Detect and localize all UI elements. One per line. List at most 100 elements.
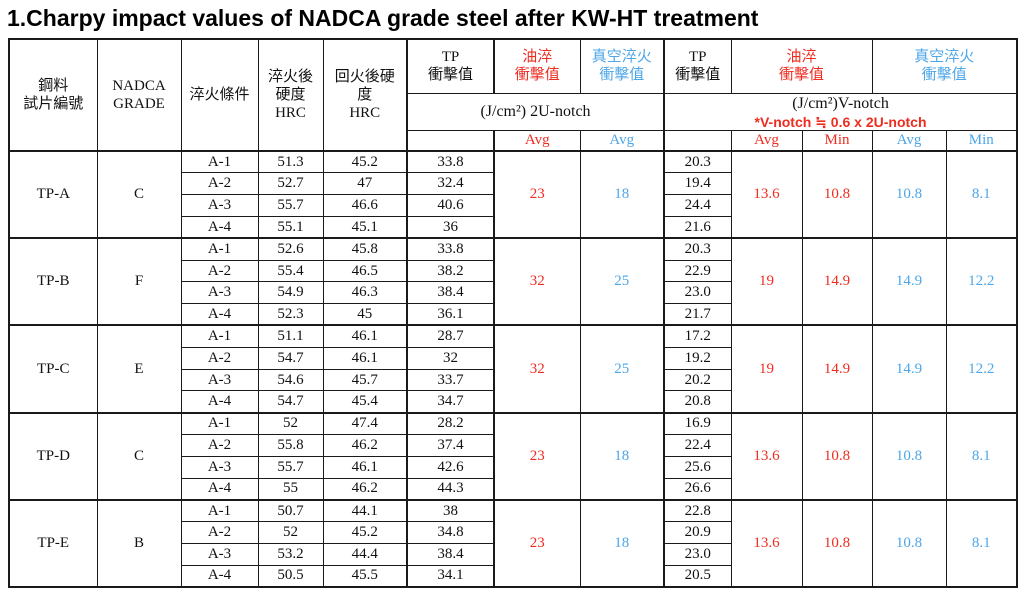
subheader-vac-v-min: Min (945, 130, 1018, 152)
hrc-after-temper-cell: 45.4 (322, 390, 408, 414)
subheader-vac-2u-avg: Avg (579, 130, 665, 152)
tp-v-impact-cell: 22.9 (663, 259, 732, 283)
hrc-after-temper-cell: 46.1 (322, 324, 408, 348)
v-notch-unit-text: (J/cm²)V-notch (792, 94, 889, 112)
tp-v-impact-cell: 20.5 (663, 564, 732, 588)
quench-condition-cell: A-4 (180, 303, 259, 326)
vac-v-min-cell: 8.1 (945, 498, 1018, 588)
specimen-id-cell: TP-B (8, 237, 98, 326)
tp-v-impact-cell: 23.0 (663, 542, 732, 566)
oil-v-min-cell: 10.8 (801, 411, 873, 501)
quench-condition-cell: A-3 (180, 455, 259, 479)
header-oil-impact-2u: 油淬 衝擊值 (493, 38, 581, 94)
quench-condition-cell: A-4 (180, 477, 259, 501)
hrc-after-temper-cell: 46.5 (322, 259, 408, 283)
oil-v-avg-cell: 13.6 (730, 150, 803, 239)
tp-v-impact-cell: 22.8 (663, 498, 732, 523)
quench-condition-cell: A-1 (180, 324, 259, 348)
tp-v-impact-cell: 23.0 (663, 281, 732, 305)
oil-v-avg-cell: 13.6 (730, 411, 803, 501)
hrc-after-temper-cell: 45.2 (322, 150, 408, 174)
tp-2u-impact-cell: 34.7 (406, 390, 495, 414)
hrc-after-temper-cell: 45 (322, 303, 408, 326)
hrc-after-quench-cell: 52 (257, 411, 324, 435)
tp-2u-impact-cell: 28.2 (406, 411, 495, 435)
subheader-vac-v-avg: Avg (871, 130, 947, 152)
subheader-blank-2u (406, 130, 495, 152)
vac-2u-avg-cell: 18 (579, 150, 665, 239)
vac-2u-avg-cell: 18 (579, 411, 665, 501)
vac-v-avg-cell: 10.8 (871, 411, 947, 501)
nadca-grade-cell: F (96, 237, 182, 326)
tp-2u-impact-cell: 38.4 (406, 281, 495, 305)
vac-v-avg-cell: 14.9 (871, 237, 947, 326)
tp-2u-impact-cell: 32.4 (406, 172, 495, 196)
hrc-after-temper-cell: 45.1 (322, 215, 408, 239)
tp-2u-impact-cell: 38.2 (406, 259, 495, 283)
hrc-after-quench-cell: 55 (257, 477, 324, 501)
quench-condition-cell: A-3 (180, 542, 259, 566)
tp-v-impact-cell: 21.6 (663, 215, 732, 239)
oil-v-avg-cell: 19 (730, 237, 803, 326)
tp-v-impact-cell: 19.2 (663, 346, 732, 370)
hrc-after-temper-cell: 46.2 (322, 433, 408, 457)
header-specimen-id: 鋼料 試片編號 (8, 38, 98, 152)
quench-condition-cell: A-1 (180, 498, 259, 523)
hrc-after-quench-cell: 55.4 (257, 259, 324, 283)
nadca-grade-cell: E (96, 324, 182, 414)
subheader-2u-notch-unit: (J/cm²) 2U-notch (406, 92, 665, 132)
header-grade-line2: GRADE (113, 96, 165, 113)
charpy-impact-table: 鋼料 試片編號 NADCA GRADE 淬火條件 淬火後 硬度 HRC 回火後硬… (8, 38, 1019, 588)
hrc-after-quench-cell: 52 (257, 521, 324, 544)
tp-2u-impact-cell: 36 (406, 215, 495, 239)
hrc-after-temper-cell: 45.8 (322, 237, 408, 261)
tp-2u-impact-cell: 33.7 (406, 368, 495, 392)
quench-condition-cell: A-2 (180, 521, 259, 544)
tp-v-impact-cell: 21.7 (663, 303, 732, 326)
specimen-id-cell: TP-A (8, 150, 98, 239)
oil-2u-avg-cell: 23 (493, 498, 581, 588)
quench-condition-cell: A-2 (180, 346, 259, 370)
vac-v-min-cell: 12.2 (945, 237, 1018, 326)
nadca-grade-cell: C (96, 150, 182, 239)
header-tp-impact-2u: TP 衝擊值 (406, 38, 495, 94)
specimen-id-cell: TP-C (8, 324, 98, 414)
header-vacuum-impact-2u: 真空淬火 衝擊值 (579, 38, 665, 94)
oil-2u-avg-cell: 32 (493, 324, 581, 414)
tp-2u-impact-cell: 37.4 (406, 433, 495, 457)
oil-2u-avg-cell: 23 (493, 150, 581, 239)
vac-2u-avg-cell: 25 (579, 324, 665, 414)
quench-condition-cell: A-1 (180, 411, 259, 435)
tp-v-impact-cell: 24.4 (663, 194, 732, 217)
oil-2u-avg-cell: 23 (493, 411, 581, 501)
header-quench-condition: 淬火條件 (180, 38, 259, 152)
hrc-after-temper-cell: 46.2 (322, 477, 408, 501)
quench-condition-cell: A-4 (180, 390, 259, 414)
tp-v-impact-cell: 20.8 (663, 390, 732, 414)
hrc-after-temper-cell: 44.4 (322, 542, 408, 566)
hrc-after-quench-cell: 54.9 (257, 281, 324, 305)
hrc-after-temper-cell: 45.7 (322, 368, 408, 392)
subheader-oil-v-avg: Avg (730, 130, 803, 152)
hrc-after-temper-cell: 45.2 (322, 521, 408, 544)
hrc-after-temper-cell: 44.1 (322, 498, 408, 523)
oil-v-avg-cell: 19 (730, 324, 803, 414)
hrc-after-temper-cell: 46.1 (322, 455, 408, 479)
hrc-after-quench-cell: 50.7 (257, 498, 324, 523)
tp-2u-impact-cell: 40.6 (406, 194, 495, 217)
header-nadca-grade: NADCA GRADE (96, 38, 182, 152)
oil-v-avg-cell: 13.6 (730, 498, 803, 588)
quench-condition-cell: A-3 (180, 194, 259, 217)
hrc-after-quench-cell: 55.8 (257, 433, 324, 457)
oil-v-min-cell: 10.8 (801, 498, 873, 588)
quench-condition-cell: A-1 (180, 237, 259, 261)
oil-v-min-cell: 10.8 (801, 150, 873, 239)
tp-2u-impact-cell: 38 (406, 498, 495, 523)
quench-condition-cell: A-1 (180, 150, 259, 174)
header-vacuum-impact-v: 真空淬火 衝擊值 (871, 38, 1018, 94)
oil-2u-avg-cell: 32 (493, 237, 581, 326)
tp-v-impact-cell: 17.2 (663, 324, 732, 348)
specimen-id-cell: TP-E (8, 498, 98, 588)
tp-v-impact-cell: 25.6 (663, 455, 732, 479)
vac-v-min-cell: 12.2 (945, 324, 1018, 414)
